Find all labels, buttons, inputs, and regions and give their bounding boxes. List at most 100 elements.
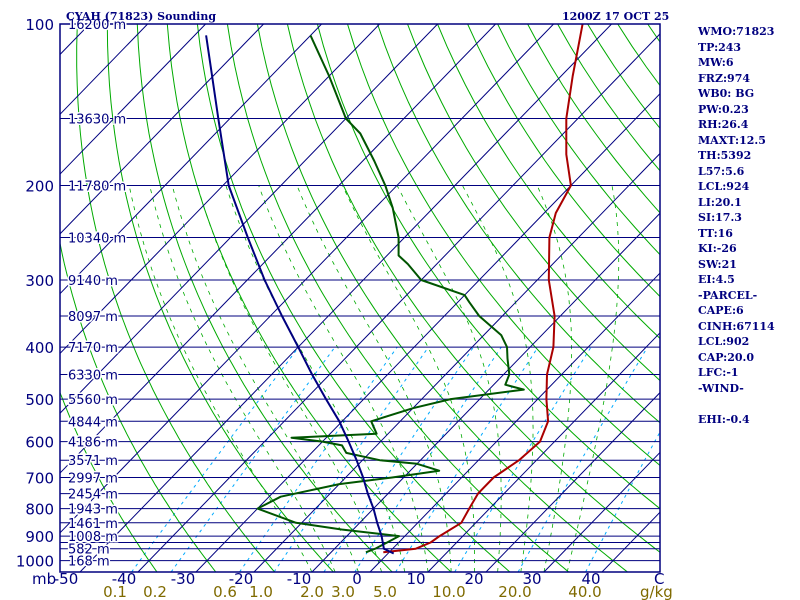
temperature-tick-label: -20 — [229, 570, 254, 588]
isotherm-line — [60, 24, 496, 474]
isotherm-line — [311, 212, 660, 572]
height-label: 1008 m — [68, 530, 118, 545]
moist-adiabat-line — [171, 185, 359, 572]
temperature-trace — [383, 24, 584, 554]
sounding-index: -PARCEL- — [698, 288, 758, 302]
mixing-ratio-line — [170, 346, 336, 572]
temperature-tick-label: -40 — [112, 570, 137, 588]
isotherms — [0, 24, 660, 572]
sounding-index: TP:243 — [698, 40, 742, 54]
mixing-ratio-line — [354, 346, 502, 572]
dry-adiabat-line — [286, 24, 660, 553]
height-label: 5560 m — [68, 393, 118, 408]
sounding-index: LCL:924 — [698, 180, 750, 193]
sounding-index: SW:21 — [698, 257, 737, 271]
height-label: 3571 m — [68, 454, 118, 469]
pressure-tick-label: 900 — [25, 528, 54, 546]
mixing-ratio-tick-label: 0.1 — [103, 583, 127, 600]
moist-adiabat-line — [128, 185, 313, 572]
sounding-index: CINH:67114 — [698, 319, 775, 333]
moist-adiabat-line — [566, 185, 620, 572]
sounding-index: PW:0.23 — [698, 102, 749, 116]
height-label: 4186 m — [68, 436, 118, 451]
isotherm-line — [60, 24, 322, 295]
isotherm-line — [60, 24, 380, 355]
dry-adiabat-line — [60, 391, 158, 572]
mixing-ratio-tick-label: 10.0 — [432, 583, 465, 600]
parcel-trace — [205, 35, 395, 555]
sounding-index: MAXT:12.5 — [698, 133, 766, 147]
temperature-tick-label: -10 — [287, 570, 312, 588]
mixing-ratio-line — [517, 346, 648, 572]
dry-adiabat-line — [497, 24, 660, 256]
pressure-tick-label: 200 — [25, 178, 54, 196]
pressure-tick-label: 1000 — [16, 553, 54, 571]
isotherm-line — [543, 451, 660, 572]
mixing-ratio-line — [273, 346, 429, 572]
temperature-tick-label: 40 — [581, 570, 600, 588]
temperature-tick-label: -30 — [171, 570, 196, 588]
dry-adiabat-line — [407, 24, 660, 382]
sounding-index: MW:6 — [698, 56, 734, 69]
mixing-ratio-line — [454, 346, 592, 572]
mixing-ratio-line — [395, 346, 539, 572]
sounding-index: -WIND- — [698, 381, 744, 395]
dry-adiabats — [60, 24, 660, 572]
height-label: 7170 m — [68, 341, 118, 356]
sounding-index — [698, 396, 798, 412]
height-label: 168 m — [68, 555, 110, 570]
mixing-ratio-unit-label: g/kg — [640, 583, 673, 600]
sounding-index: KI:-26 — [698, 242, 737, 255]
dry-adiabat-line — [316, 24, 660, 510]
dry-adiabat-line — [226, 24, 570, 572]
mixing-ratio-tick-label: 0.2 — [143, 583, 167, 600]
isobars — [60, 23, 660, 562]
temperature-unit-label: C — [654, 570, 664, 588]
mixing-ratio-tick-label: 3.0 — [331, 583, 355, 600]
dry-adiabat-line — [106, 24, 334, 572]
pressure-tick-label: 600 — [25, 434, 54, 452]
temperature-tick-label: -50 — [54, 570, 79, 588]
dry-adiabat-line — [347, 24, 660, 467]
moist-adiabat-line — [296, 185, 452, 572]
moist-adiabat-line — [396, 185, 502, 572]
height-label: 13630 m — [68, 113, 126, 128]
temperature-tick-label: 0 — [352, 570, 362, 588]
height-label: 9140 m — [68, 274, 118, 289]
height-label: 10340 m — [68, 232, 126, 247]
isotherm-line — [79, 24, 612, 572]
sounding-indices-panel: WMO:71823 TP:243 MW:6 FRZ:974 WB0: BG PW:0.23… — [698, 24, 798, 427]
mixing-ratio-tick-label: 2.0 — [300, 583, 324, 600]
isotherm-line — [369, 272, 660, 572]
height-label: 2454 m — [68, 488, 118, 503]
height-label: 8097 m — [68, 310, 118, 325]
height-label: 4844 m — [68, 415, 118, 430]
dry-adiabat-line — [196, 24, 511, 572]
sounding-index: CAP:20.0 — [698, 350, 755, 364]
sounding-index: TT:16 — [698, 226, 733, 240]
isotherm-line — [60, 24, 264, 235]
height-label: 6330 m — [68, 369, 118, 384]
pressure-tick-label: 300 — [25, 272, 54, 290]
sounding-traces — [205, 24, 584, 555]
sounding-index: RH:26.4 — [698, 118, 749, 131]
mixing-ratio-line — [239, 346, 398, 572]
height-label: 582 m — [68, 543, 110, 558]
sounding-index: WMO:71823 — [698, 25, 775, 38]
sounding-index: LFC:-1 — [698, 366, 739, 379]
moist-adiabat-line — [149, 185, 336, 572]
temperature-tick-label: 20 — [464, 570, 483, 588]
sounding-index: SI:17.3 — [698, 211, 742, 224]
mixing-ratio-tick-label: 40.0 — [568, 583, 601, 600]
mixing-ratio-line — [323, 346, 474, 572]
height-label: 1461 m — [68, 517, 118, 532]
dry-adiabat-line — [377, 24, 660, 424]
sounding-index: CAPE:6 — [698, 304, 744, 317]
dry-adiabat-line — [166, 24, 452, 572]
mixing-ratio-tick-label: 20.0 — [498, 583, 531, 600]
dry-adiabat-line — [467, 24, 660, 298]
pressure-tick-label: 700 — [25, 470, 54, 488]
isotherm-line — [0, 24, 32, 572]
